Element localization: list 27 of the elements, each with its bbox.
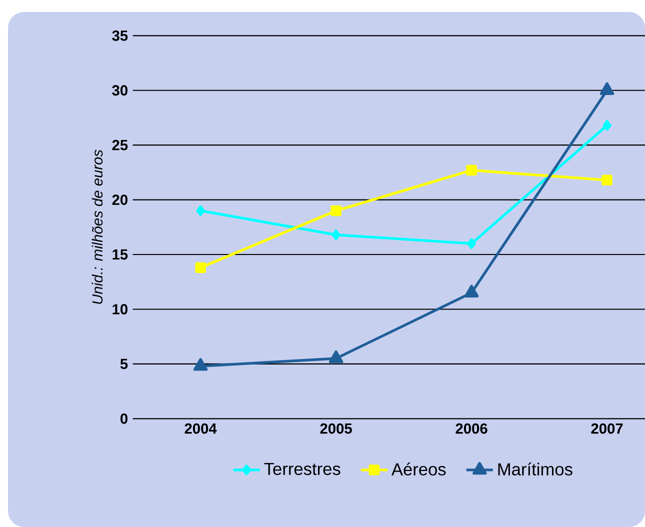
y-tick-label: 35 — [112, 30, 128, 41]
point — [464, 284, 479, 298]
y-tick-label: 10 — [112, 304, 128, 314]
point — [332, 229, 340, 240]
x-tick-label: 2005 — [320, 423, 352, 434]
point — [193, 358, 208, 371]
legend-label: Marítimos — [498, 462, 572, 476]
legend-label: Terrestres — [264, 462, 340, 476]
point — [602, 174, 612, 186]
point — [330, 205, 342, 216]
y-tick-label: 15 — [112, 249, 128, 260]
point — [602, 120, 612, 131]
x-tick-label: 2004 — [184, 423, 217, 434]
y-tick-label: 30 — [112, 85, 128, 96]
point — [466, 164, 477, 176]
x-tick-label: 2007 — [591, 423, 623, 434]
legend-label: Aéreos — [391, 462, 446, 476]
point — [467, 238, 476, 249]
x-tick-label: 2006 — [456, 423, 488, 434]
y-tick-label: 20 — [112, 194, 128, 205]
y-tick-label: 25 — [112, 140, 128, 150]
point — [328, 350, 344, 364]
point — [196, 205, 205, 216]
y-tick-label: 5 — [120, 358, 128, 370]
y-axis-title: Unid.: milhões de euros — [92, 150, 103, 304]
point — [195, 262, 206, 273]
y-tick-label: 0 — [120, 413, 128, 424]
